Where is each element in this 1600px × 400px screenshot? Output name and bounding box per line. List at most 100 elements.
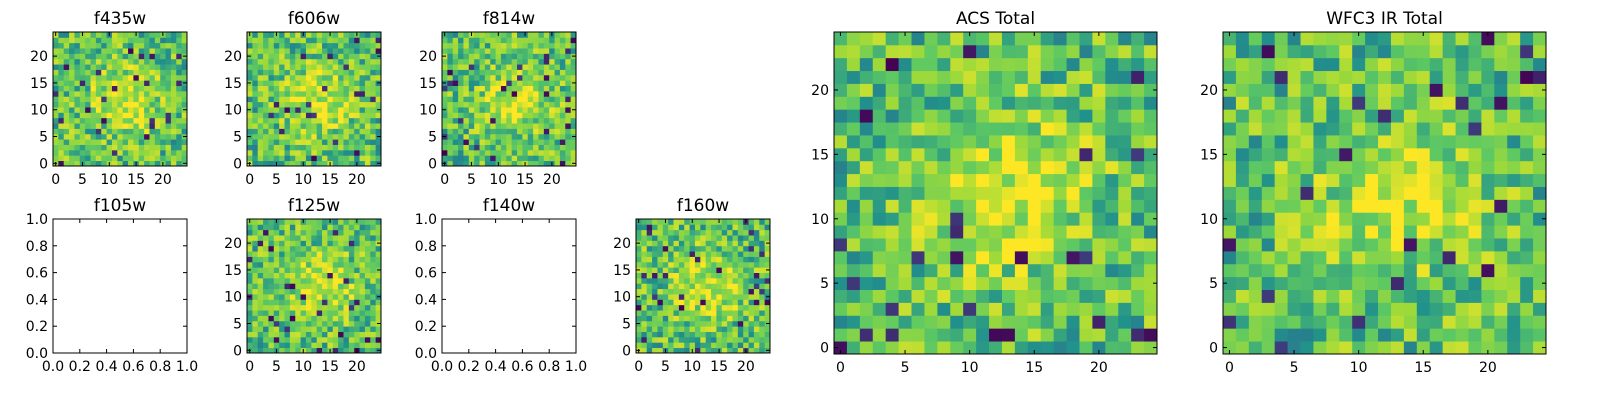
heatmap-cell — [511, 139, 518, 145]
heatmap-cell — [885, 96, 899, 110]
heatmap-cell — [1390, 173, 1405, 187]
heatmap-cell — [1066, 250, 1080, 265]
heatmap-cell — [69, 37, 75, 44]
heatmap-cell — [753, 310, 760, 316]
heatmap-cell — [1274, 199, 1288, 213]
heatmap-cell — [689, 326, 696, 332]
heatmap-cell — [257, 58, 264, 65]
panel-title-acs-total: ACS Total — [956, 9, 1035, 29]
heatmap-cell — [322, 304, 328, 311]
heatmap-cell — [63, 149, 70, 156]
heatmap-cell — [160, 112, 166, 119]
heatmap-cell — [743, 235, 749, 241]
heatmap-cell — [753, 240, 760, 247]
heatmap-cell — [716, 272, 723, 279]
heatmap-cell — [322, 155, 328, 162]
heatmap-cell — [1390, 225, 1405, 239]
heatmap-cell — [668, 240, 674, 247]
heatmap-cell — [1144, 122, 1158, 136]
heatmap-cell — [538, 112, 545, 119]
heatmap-cell — [1053, 32, 1067, 46]
heatmap-cell — [1287, 109, 1301, 123]
heatmap-cell — [565, 53, 572, 60]
heatmap-cell — [111, 64, 118, 70]
heatmap-cell — [268, 85, 275, 92]
heatmap-cell — [247, 245, 253, 252]
heatmap-cell — [170, 64, 177, 70]
heatmap-cell — [463, 160, 470, 167]
heatmap-cell — [257, 48, 264, 54]
x-tick-label: 15 — [710, 359, 728, 375]
heatmap-cell — [759, 277, 766, 284]
heatmap-cell — [1274, 276, 1288, 290]
heatmap-cell — [673, 310, 680, 316]
heatmap-cell — [370, 283, 377, 290]
heatmap-cell — [160, 123, 166, 129]
heatmap-cell — [764, 342, 771, 349]
heatmap-cell — [511, 144, 518, 151]
heatmap-cell — [263, 256, 269, 263]
heatmap-cell — [1223, 199, 1237, 213]
heatmap-cell — [295, 53, 301, 60]
heatmap-cell — [1378, 289, 1392, 303]
heatmap-cell — [343, 224, 350, 231]
heatmap-cell — [834, 276, 848, 290]
heatmap-cell — [1144, 199, 1158, 213]
heatmap-cell — [247, 229, 253, 236]
heatmap-cell — [463, 107, 470, 113]
heatmap-cell — [1274, 250, 1288, 265]
heatmap-cell — [458, 128, 464, 135]
heatmap-cell — [359, 117, 366, 124]
heatmap-cell — [538, 107, 545, 113]
heatmap-cell — [1326, 225, 1340, 239]
heatmap-cell — [1494, 96, 1508, 110]
heatmap-cell — [111, 80, 118, 86]
heatmap-cell — [694, 304, 701, 311]
heatmap-cell — [976, 315, 990, 329]
heatmap-cell — [300, 48, 307, 54]
heatmap-cell — [463, 123, 470, 129]
heatmap-cell — [565, 155, 572, 162]
heatmap-cell — [716, 331, 723, 338]
heatmap-cell — [543, 128, 550, 135]
heatmap-cell — [138, 107, 145, 113]
heatmap-cell — [1365, 122, 1379, 136]
heatmap-cell — [128, 155, 134, 162]
heatmap-cell — [1365, 328, 1379, 342]
heatmap-cell — [311, 32, 318, 38]
heatmap-cell — [727, 267, 733, 273]
heatmap-cell — [85, 32, 91, 38]
heatmap-cell — [753, 277, 760, 284]
heatmap-cell — [474, 139, 480, 145]
heatmap-cell — [263, 267, 269, 273]
heatmap-cell — [170, 58, 177, 65]
heatmap-cell — [338, 101, 344, 108]
heatmap-cell — [668, 283, 674, 290]
heatmap-cell — [1014, 109, 1029, 123]
heatmap-cell — [1507, 302, 1521, 316]
heatmap-cell — [721, 277, 728, 284]
heatmap-cell — [963, 109, 977, 123]
heatmap-cell — [646, 294, 653, 300]
heatmap-cell — [452, 160, 459, 167]
heatmap-cell — [522, 101, 529, 108]
heatmap-cell — [133, 123, 140, 129]
heatmap-cell — [295, 294, 301, 300]
heatmap-cell — [549, 123, 555, 129]
heatmap-cell — [911, 109, 925, 123]
heatmap-cell — [1079, 302, 1093, 316]
heatmap-cell — [176, 139, 183, 145]
heatmap-cell — [662, 229, 669, 236]
heatmap-cell — [479, 112, 486, 119]
heatmap-cell — [711, 315, 717, 322]
heatmap-cell — [375, 288, 382, 295]
heatmap-cell — [122, 160, 129, 167]
heatmap-cell — [138, 85, 145, 92]
heatmap-cell — [898, 147, 912, 162]
heatmap-cell — [950, 173, 964, 187]
heatmap-cell — [511, 107, 518, 113]
heatmap-cell — [1481, 32, 1495, 46]
heatmap-cell — [976, 225, 990, 239]
heatmap-cell — [533, 42, 539, 49]
heatmap-cell — [128, 58, 134, 65]
